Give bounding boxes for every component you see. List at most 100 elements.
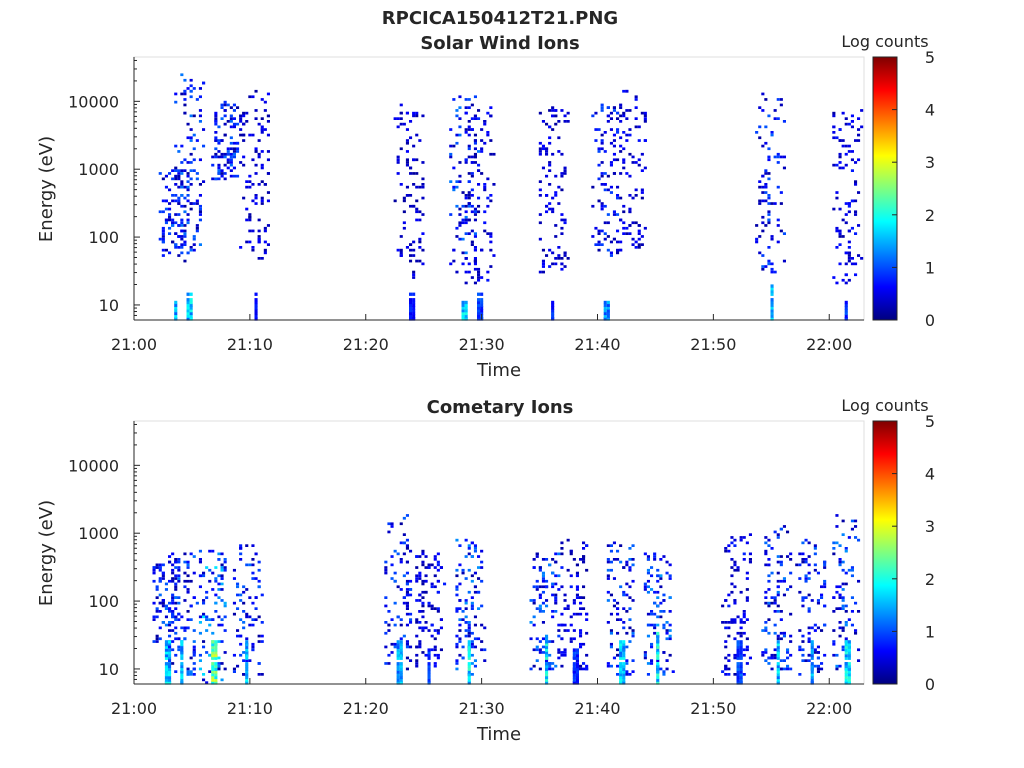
- heatmap-cell: [220, 574, 224, 578]
- heatmap-cell: [177, 601, 181, 605]
- heatmap-cell: [180, 615, 184, 619]
- heatmap-cell: [782, 525, 786, 528]
- heatmap-cell: [189, 309, 193, 313]
- heatmap-cell: [223, 172, 227, 175]
- heatmap-cell: [245, 642, 249, 647]
- figure-title: RPCICA150412T21.PNG: [382, 8, 618, 29]
- heatmap-cell: [857, 224, 861, 227]
- heatmap-cell: [850, 262, 854, 266]
- heatmap-cell: [412, 292, 416, 296]
- heatmap-cell: [399, 623, 403, 627]
- heatmap-cell: [384, 621, 388, 624]
- heatmap-cell: [186, 172, 190, 175]
- heatmap-cell: [619, 218, 623, 222]
- heatmap-cell: [662, 593, 666, 597]
- heatmap-cell: [727, 621, 731, 624]
- heatmap-cell: [418, 237, 422, 241]
- heatmap-cell: [609, 629, 613, 632]
- heatmap-cell: [557, 202, 561, 205]
- heatmap-cell: [402, 596, 406, 599]
- heatmap-cell: [786, 664, 790, 668]
- heatmap-cell: [257, 139, 261, 142]
- heatmap-cell: [266, 199, 270, 203]
- heatmap-cell: [164, 642, 168, 647]
- heatmap-cell: [653, 612, 657, 616]
- heatmap-cell: [217, 582, 221, 586]
- heatmap-cell: [572, 670, 576, 674]
- heatmap-cell: [418, 574, 422, 578]
- heatmap-cell: [625, 645, 629, 649]
- heatmap-cell: [764, 541, 768, 545]
- heatmap-cell: [823, 582, 827, 586]
- heatmap-cell: [467, 270, 471, 274]
- heatmap-cell: [600, 204, 604, 208]
- heatmap-cell: [384, 645, 388, 649]
- heatmap-cell: [548, 563, 552, 567]
- heatmap-cell: [171, 177, 175, 181]
- heatmap-cell: [260, 180, 264, 183]
- heatmap-cell: [168, 653, 172, 658]
- heatmap-cell: [548, 202, 552, 205]
- heatmap-cell: [597, 243, 601, 246]
- heatmap-cell: [813, 544, 817, 547]
- heatmap-cell: [458, 618, 462, 621]
- heatmap-cell: [455, 180, 459, 183]
- heatmap-cell: [415, 645, 419, 649]
- heatmap-cell: [625, 610, 629, 613]
- heatmap-cell: [189, 604, 193, 608]
- heatmap-cell: [619, 667, 623, 671]
- heatmap-cell: [214, 681, 218, 685]
- heatmap-cell: [245, 218, 249, 222]
- heatmap-cell: [405, 161, 409, 164]
- heatmap-cell: [396, 552, 400, 556]
- heatmap-cell: [155, 585, 159, 589]
- heatmap-cell: [569, 585, 573, 589]
- heatmap-cell: [180, 664, 184, 669]
- heatmap-cell: [152, 618, 156, 621]
- heatmap-cell: [473, 207, 477, 211]
- heatmap-cell: [473, 248, 477, 252]
- heatmap-cell: [257, 122, 261, 126]
- heatmap-cell: [854, 199, 858, 203]
- heatmap-cell: [174, 566, 178, 569]
- heatmap-cell: [164, 199, 168, 203]
- heatmap-cell: [405, 538, 409, 542]
- heatmap-cell: [776, 161, 780, 164]
- heatmap-cell: [767, 574, 771, 578]
- heatmap-cell: [158, 579, 162, 583]
- heatmap-cell: [575, 659, 579, 662]
- heatmap-cell: [473, 659, 477, 662]
- heatmap-cell: [545, 174, 549, 178]
- heatmap-cell: [409, 254, 413, 257]
- heatmap-cell: [541, 166, 545, 170]
- heatmap-cell: [844, 642, 848, 647]
- heatmap-cell: [739, 640, 743, 644]
- heatmap-cell: [733, 601, 737, 605]
- heatmap-cell: [813, 563, 817, 567]
- heatmap-cell: [180, 626, 184, 630]
- heatmap-cell: [779, 202, 783, 205]
- heatmap-cell: [433, 555, 437, 558]
- heatmap-cell: [239, 599, 243, 602]
- heatmap-cell: [418, 259, 422, 263]
- heatmap-cell: [396, 656, 400, 660]
- heatmap-cell: [242, 673, 246, 676]
- heatmap-cell: [174, 626, 178, 630]
- heatmap-cell: [467, 232, 471, 235]
- heatmap-cell: [214, 111, 218, 115]
- heatmap-cell: [770, 284, 774, 288]
- heatmap-cell: [480, 566, 484, 569]
- heatmap-cell: [656, 590, 660, 594]
- heatmap-cell: [619, 675, 623, 680]
- heatmap-cell: [202, 574, 206, 578]
- heatmap-cell: [192, 235, 196, 238]
- heatmap-cell: [653, 555, 657, 558]
- heatmap-cell: [838, 593, 842, 597]
- heatmap-cell: [748, 552, 752, 556]
- heatmap-cell: [820, 593, 824, 597]
- heatmap-cell: [399, 642, 403, 647]
- heatmap-cell: [211, 571, 215, 575]
- heatmap-cell: [727, 667, 731, 671]
- colorbar-tick-label: 0: [925, 675, 935, 694]
